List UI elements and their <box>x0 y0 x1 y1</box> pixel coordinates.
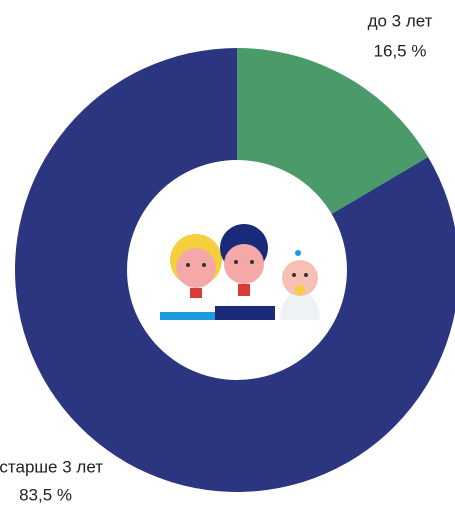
family-icon <box>160 224 320 320</box>
slice-label: до 3 лет <box>368 11 433 30</box>
data-label: 16,5 % <box>374 41 427 60</box>
data-label: 83,5 % <box>19 485 72 504</box>
slice-label: старше 3 лет <box>0 457 103 476</box>
